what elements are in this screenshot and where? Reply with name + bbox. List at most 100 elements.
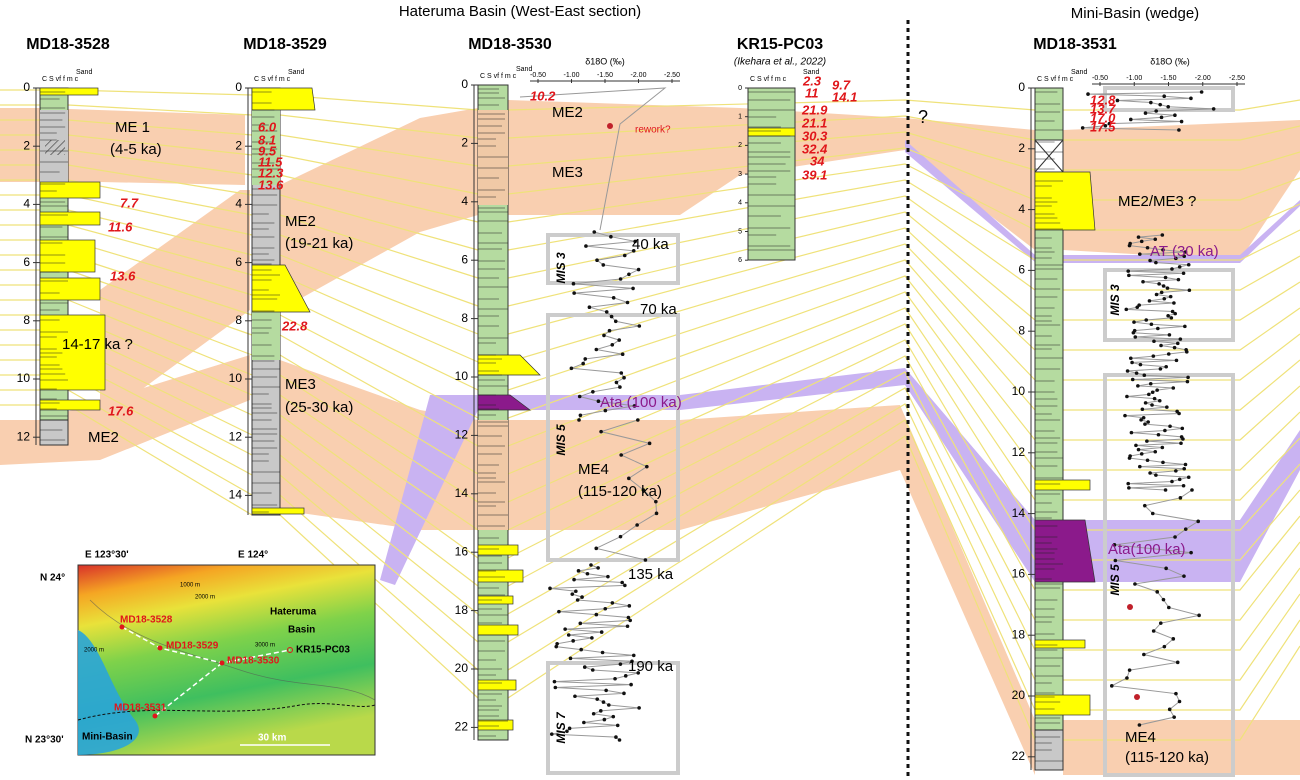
isotope-point	[632, 404, 637, 408]
isotope-point	[1177, 477, 1182, 482]
isotope-point	[1168, 424, 1172, 429]
unit-label: ME3	[552, 164, 583, 181]
isotope-point	[1115, 98, 1120, 103]
isotope-point	[555, 641, 559, 646]
isotope-point	[581, 361, 585, 366]
isotope-point	[1143, 401, 1148, 405]
correlation-line	[1063, 359, 1300, 411]
unit-label: (4-5 ka)	[110, 141, 162, 158]
isotope-point	[617, 738, 622, 742]
isotope-point	[1141, 279, 1145, 284]
age-label: 13.7	[1090, 101, 1116, 116]
isotope-point	[565, 729, 569, 734]
isotope-point	[1138, 252, 1142, 256]
isotope-point	[626, 615, 631, 620]
map-transect	[121, 626, 291, 717]
isotope-point	[595, 697, 600, 701]
location-map: E 123°30' E 124° N 24° N 23°30' MD18-352…	[25, 550, 376, 756]
isotope-point	[614, 380, 619, 385]
map-label: Basin	[288, 625, 315, 636]
isotope-point	[1166, 104, 1171, 109]
isotope-point	[1109, 684, 1114, 688]
isotope-point	[1211, 107, 1216, 111]
isotope-point	[1186, 375, 1190, 380]
correlation-line	[279, 334, 479, 447]
isotope-point	[618, 662, 623, 666]
grain-size-label: Sand	[1071, 69, 1087, 76]
isotope-point	[1150, 511, 1155, 516]
isotope-point	[1187, 288, 1192, 293]
isotope-point	[619, 371, 624, 375]
isotope-point	[1186, 475, 1191, 480]
isotope-point	[598, 709, 603, 713]
correlation-line	[279, 474, 479, 643]
isotope-point	[635, 523, 639, 527]
isotope-point	[1170, 267, 1174, 271]
age-label: 6.0	[258, 119, 277, 134]
depth-tick-label: 0	[1018, 80, 1025, 94]
isotope-point	[633, 239, 637, 244]
isotope-point	[636, 418, 640, 422]
map-coord: N 23°30'	[25, 735, 64, 746]
correlation-line	[507, 435, 1036, 741]
isotope-point	[1184, 350, 1189, 354]
isotope-point	[590, 636, 594, 640]
isotope-point	[553, 685, 558, 690]
isotope-point	[584, 244, 588, 248]
isotope-point	[1154, 260, 1158, 265]
age-label: 11.5	[258, 154, 283, 169]
correlation-line	[507, 419, 1036, 711]
isotope-point	[1177, 699, 1182, 704]
isotope-tick-label: -0.50	[1092, 75, 1108, 82]
isotope-point	[1167, 333, 1172, 337]
sand	[39, 239, 96, 273]
section-title: Hateruma Basin (West-East section)	[399, 3, 641, 20]
isotope-point	[631, 653, 636, 658]
correlation-line	[279, 174, 479, 223]
age-label: 21.9	[801, 102, 828, 117]
depth-tick-label: 22	[1012, 749, 1026, 763]
isotope-point	[1147, 392, 1151, 397]
core	[478, 420, 508, 530]
isotope-point	[577, 418, 581, 422]
map-deep	[77, 703, 376, 721]
depth-tick-label: 6	[23, 255, 30, 269]
depth-tick-label: 0	[235, 80, 242, 94]
map-label: MD18-3530	[227, 656, 280, 667]
isotope-point	[585, 571, 590, 576]
isotope-point	[1180, 426, 1185, 431]
isotope-point	[1148, 471, 1152, 475]
age-label: 11.6	[108, 219, 133, 234]
isotope-point	[1141, 415, 1146, 420]
correlation-line	[1063, 567, 1300, 651]
age-label: 8.1	[258, 132, 276, 147]
isotope-point	[607, 328, 612, 333]
isotope-point	[1181, 271, 1186, 276]
correlation-line	[507, 211, 1036, 321]
isotope-point	[579, 647, 583, 652]
isotope-point	[1162, 644, 1167, 649]
depth-tick-label: 22	[455, 720, 469, 734]
correlation-line	[279, 434, 479, 587]
depth-tick-label: 2	[235, 138, 242, 152]
map-label: KR15-PC03	[296, 645, 350, 656]
isotope-point	[1159, 343, 1163, 348]
unit-label: 40 ka	[632, 236, 669, 253]
isotope-point	[1169, 316, 1174, 320]
depth-tick-label: 14	[229, 488, 243, 502]
isotope-point	[1172, 301, 1176, 305]
correlation-line	[507, 99, 1036, 111]
map-label: 30 km	[258, 733, 286, 744]
depth-tick-label: 20	[455, 661, 469, 675]
isotope-point	[1136, 235, 1141, 239]
isotope-point	[1173, 535, 1177, 539]
isotope-point	[647, 441, 652, 446]
correlation-line	[279, 134, 479, 167]
correlation-line	[279, 414, 479, 559]
correlation-line	[1063, 229, 1300, 261]
sand	[477, 569, 524, 583]
depth-tick-label: 2	[461, 136, 468, 150]
isotope-point	[1125, 676, 1129, 680]
isotope-point	[573, 694, 577, 699]
isotope-point	[1172, 715, 1176, 719]
